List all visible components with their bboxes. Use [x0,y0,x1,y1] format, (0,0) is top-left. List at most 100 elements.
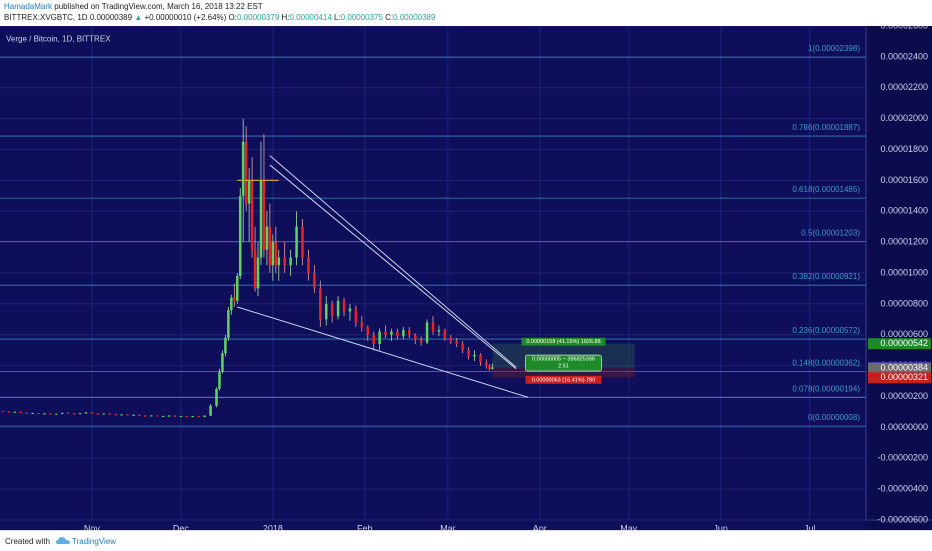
candle-body [167,415,171,417]
y-tick-label: -0.00000400 [877,484,928,494]
y-tick-label: 0.00001000 [880,267,928,277]
candle-body [301,226,304,258]
candle-body [313,273,316,289]
candle-body [431,322,435,332]
price-label: 0.00000384 [880,362,928,372]
candle-body [491,367,494,369]
candle-body [413,334,417,340]
symbol-label: BITTREX:XVGBTC, 1D [4,13,88,22]
candle-body [161,415,165,417]
candle-body [443,330,447,338]
candle-body [253,249,257,289]
candle-body [19,411,23,413]
candle-body [78,413,82,415]
candle-body [247,180,251,204]
candle-body [108,413,111,415]
candle-body [173,415,177,417]
fib-level-label: 0(0.00000008) [808,413,860,422]
tradingview-cloud-icon [56,537,70,544]
candle-body [233,297,236,301]
candle-body [72,413,76,415]
candle-body [307,257,310,273]
x-tick-label: Apr [533,523,547,530]
x-tick-label: Feb [357,523,373,530]
y-tick-label: 0.00000000 [880,422,928,432]
candle-body [1,411,5,413]
high-value: 0.00000414 [289,13,332,22]
candle-body [224,337,227,354]
candle-body [342,300,346,312]
candle-body [295,226,298,258]
candle-body [120,414,123,416]
candle-body [274,242,278,266]
fib-level-label: 0.786(0.00001887) [792,123,860,132]
close-label: C: [385,13,394,22]
candle-body [61,412,64,414]
candle-body [179,416,183,418]
price-change: +0.00000010 (+2.64%) [144,13,227,22]
tradingview-brand[interactable]: TradingView [72,537,117,546]
candle-body [354,308,358,323]
candle-body [268,226,272,266]
price-axis-background [866,26,932,530]
x-tick-label: Dec [173,523,190,530]
open-label: O: [228,13,237,22]
fib-level-label: 0.618(0.00001485) [792,185,860,194]
candle-body [348,308,352,312]
candle-body [360,322,364,328]
candle-body [13,411,17,413]
candle-body [485,362,488,366]
candle-body [336,300,340,317]
candle-body [227,310,230,338]
candle-body [396,331,399,337]
price-label-box [868,362,931,374]
y-tick-label: 0.00001200 [880,237,928,247]
candle-body [256,257,260,289]
x-tick-label: Mar [440,523,456,530]
candle-body [90,412,94,414]
fib-level-label: 0.148(0.00000362) [792,358,860,367]
price-chart[interactable]: Nov Dec 2018 Feb Mar Apr May Jun Jul 0.00002600 0.… [0,26,932,530]
y-tick-label: 0.00002400 [880,51,928,61]
y-tick-label: 0.00001800 [880,144,928,154]
author-link[interactable]: HamadaMark [4,2,53,11]
candle-body [402,330,405,337]
candle-body [37,413,40,415]
candle-body [55,413,58,415]
candle-body [473,354,476,357]
candle-body [218,371,221,389]
y-tick-label: -0.00000600 [877,514,928,524]
open-value: 0.00000379 [237,13,280,22]
close-value: 0.00000389 [393,13,436,22]
candle-body [455,340,458,345]
candle-body [215,388,218,406]
x-tick-label: Jul [804,523,816,530]
fib-level-label: 1(0.00002398) [808,44,860,53]
y-tick-label: 0.00002000 [880,113,928,123]
y-tick-label: -0.00000200 [877,453,928,463]
chart-header: HamadaMark published on TradingView.com,… [0,0,932,26]
x-tick-label: Jun [713,523,728,530]
chart-title: Verge / Bitcoin, 1D, BITTREX [6,35,111,44]
created-with-text: Created with [5,537,50,546]
y-tick-label: 0.00001600 [880,175,928,185]
candle-body [203,415,206,417]
x-tick-label: Nov [84,523,101,530]
candle-body [84,412,88,414]
stop-label: 0.00000063 (16.41%) 780 [532,377,596,383]
candle-body [25,412,28,414]
candle-body [155,415,159,417]
candle-body [244,141,248,204]
y-tick-label: 0.00002600 [880,26,928,30]
candle-body [197,416,200,418]
candle-body [235,276,239,301]
ohlc-line: BITTREX:XVGBTC, 1D 0.00000389 ▲ +0.00000… [4,13,435,22]
candle-body [241,141,245,196]
candle-body [7,411,11,413]
candle-body [324,303,328,320]
candle-body [49,413,52,415]
candle-body [289,257,292,266]
y-tick-label: 0.00000600 [880,329,928,339]
candle-body [319,288,322,320]
candle-body [488,365,491,369]
